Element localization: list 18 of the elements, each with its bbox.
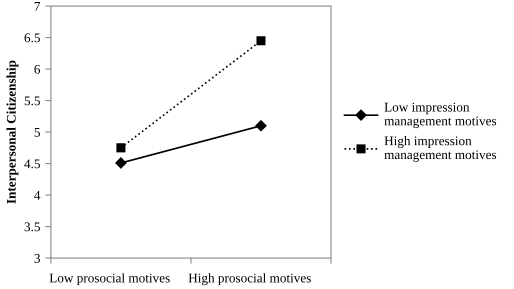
point [115,157,127,169]
legend-label: Low impression management motives [384,102,496,128]
y-tick-label: 4 [34,190,40,200]
y-tick-label: 6.5 [24,33,40,42]
y-axis-title: Interpersonal Citizenship [6,60,18,204]
x-tick-label: Low prosocial motives [50,273,170,286]
y-tick-label: 5 [34,128,40,137]
y-tick-label: 3.5 [24,222,40,232]
point [256,36,266,46]
y-tick-label: 6 [34,64,40,74]
y-tick-label: 4.5 [24,159,40,168]
y-tick-label: 7 [34,2,40,11]
y-tick-label: 5.5 [24,96,40,106]
x-tick-label: High prosocial motives [188,273,311,286]
y-tick-label: 3 [34,254,40,263]
point [255,120,267,132]
point [116,143,126,152]
legend-label: High impression management motives [384,136,496,162]
